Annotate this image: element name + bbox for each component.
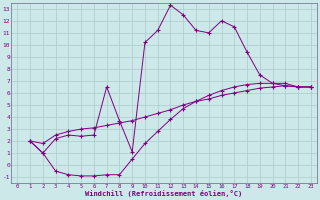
X-axis label: Windchill (Refroidissement éolien,°C): Windchill (Refroidissement éolien,°C): [85, 190, 243, 197]
